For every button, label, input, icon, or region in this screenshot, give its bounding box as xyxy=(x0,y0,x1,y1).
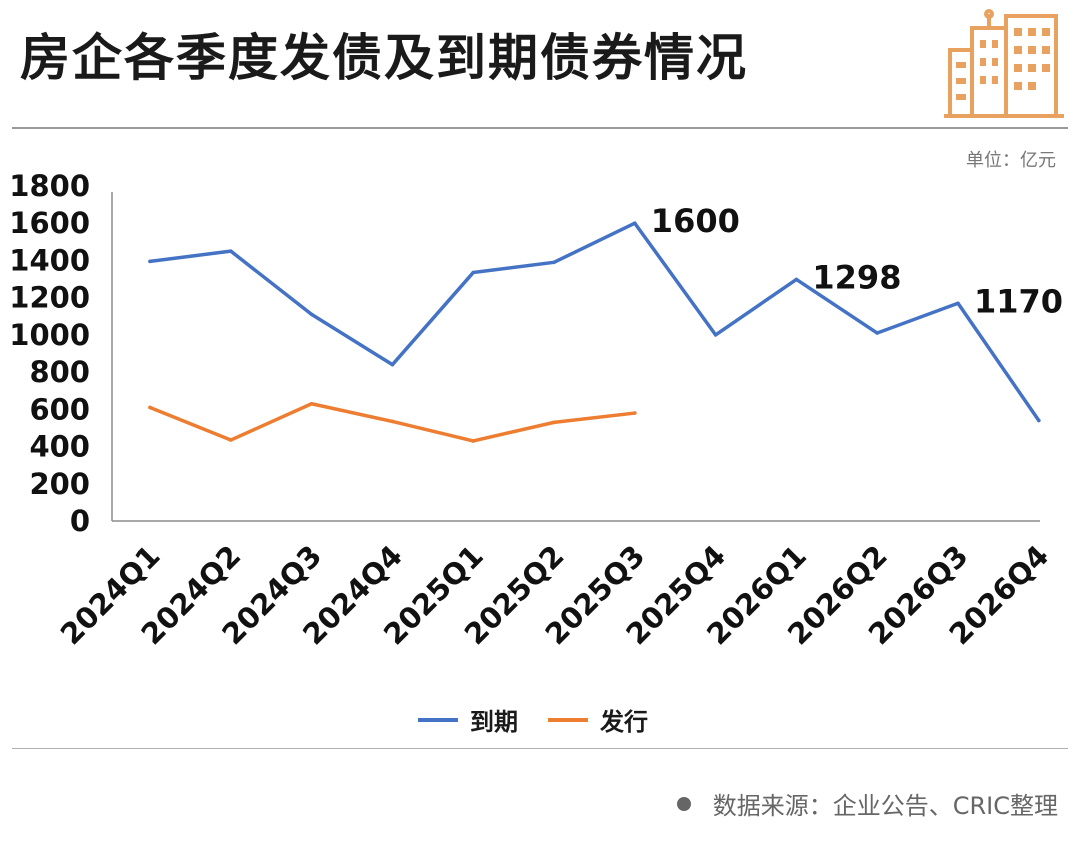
data-point xyxy=(552,420,556,425)
bullet-dot-icon xyxy=(676,796,691,811)
data-point xyxy=(471,270,476,275)
data-point xyxy=(390,362,395,367)
legend-label-issued: 发行 xyxy=(600,708,648,736)
chart-title: 房企各季度发债及到期债券情况 xyxy=(20,29,748,87)
data-point xyxy=(633,411,637,415)
chart-legend: 到期 发行 xyxy=(418,702,666,737)
data-point xyxy=(229,438,233,442)
data-point xyxy=(875,331,879,335)
data-point xyxy=(552,260,556,265)
legend-swatch-issued xyxy=(548,717,588,722)
legend-item-due: 到期 xyxy=(418,702,518,737)
footer-divider xyxy=(12,748,1068,749)
y-tick-label: 200 xyxy=(29,467,90,501)
y-tick-label: 1000 xyxy=(9,318,90,352)
data-source-text: 数据来源：企业公告、CRIC整理 xyxy=(712,792,1058,820)
series-line-due xyxy=(148,221,1041,423)
y-tick-label: 1200 xyxy=(9,281,90,315)
data-point xyxy=(148,405,152,410)
data-point xyxy=(390,419,395,424)
y-tick-label: 0 xyxy=(70,504,90,538)
y-tick-label: 600 xyxy=(29,392,90,426)
y-tick-label: 800 xyxy=(29,355,90,389)
y-tick-label: 1800 xyxy=(9,169,90,203)
legend-label-due: 到期 xyxy=(470,708,518,736)
data-label: 1298 xyxy=(812,258,901,296)
data-label: 1170 xyxy=(974,282,1063,320)
unit-label: 单位：亿元 xyxy=(966,150,1056,171)
y-tick-label: 400 xyxy=(29,430,90,464)
data-point xyxy=(713,333,718,337)
data-point xyxy=(633,221,637,226)
building-logo-icon xyxy=(944,9,1064,118)
data-label: 1600 xyxy=(651,202,740,240)
y-tick-label: 1600 xyxy=(9,206,90,240)
legend-swatch-due xyxy=(418,717,458,722)
legend-item-issued: 发行 xyxy=(548,702,648,737)
data-source-note: 数据来源：企业公告、CRIC整理 xyxy=(676,786,1058,821)
header-divider xyxy=(12,127,1068,129)
data-point xyxy=(229,249,233,253)
data-point xyxy=(1037,418,1041,423)
data-point xyxy=(794,277,799,282)
data-point xyxy=(471,439,476,443)
data-point xyxy=(956,301,960,306)
data-point xyxy=(309,401,314,406)
line-chart: 0200400600800100012001400160018002024Q12… xyxy=(9,169,1063,651)
y-tick-label: 1400 xyxy=(9,243,90,277)
data-point xyxy=(148,259,152,264)
data-point xyxy=(309,312,314,317)
